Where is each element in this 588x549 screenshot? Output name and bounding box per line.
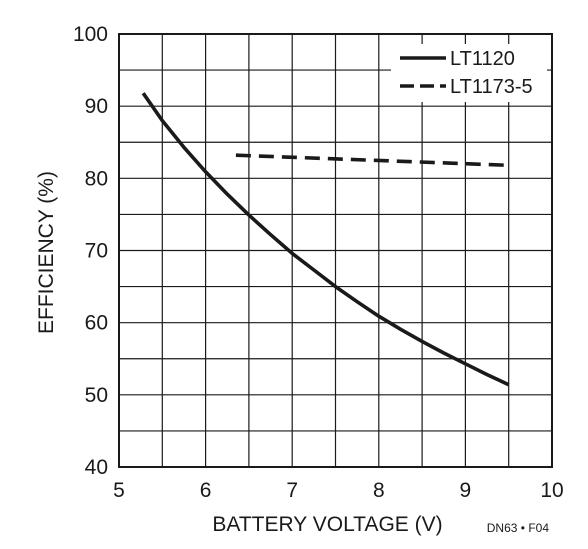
figure-id: DN63 • F04 (487, 521, 550, 535)
y-tick-label: 50 (85, 384, 108, 407)
y-tick-label: 100 (73, 23, 108, 46)
y-tick-label: 80 (85, 167, 108, 190)
legend-label-lt1173-5: LT1173-5 (450, 76, 533, 98)
legend-background (391, 44, 547, 102)
y-tick-label: 70 (85, 240, 108, 263)
legend: LT1120 LT1173-5 (391, 44, 547, 102)
y-axis-title: EFFICIENCY (%) (35, 171, 58, 334)
series-lines (141, 92, 510, 387)
x-tick-label: 7 (286, 479, 298, 502)
x-tick-label: 6 (200, 479, 212, 502)
x-tick-label: 9 (460, 479, 472, 502)
series-line-lt1120 (141, 92, 510, 387)
x-axis-title: BATTERY VOLTAGE (V) (212, 513, 442, 536)
y-tick-label: 60 (85, 312, 108, 335)
tick-labels: 5 6 7 8 9 10 40 50 60 70 80 90 100 (73, 23, 564, 502)
x-tick-label: 5 (113, 479, 125, 502)
y-tick-label: 40 (85, 456, 108, 479)
x-tick-label: 10 (540, 479, 563, 502)
x-tick-label: 8 (373, 479, 385, 502)
legend-label-lt1120: LT1120 (450, 48, 515, 70)
y-tick-label: 90 (85, 95, 108, 118)
series-line-lt1173-5 (235, 153, 509, 168)
plot-frame (118, 33, 553, 468)
